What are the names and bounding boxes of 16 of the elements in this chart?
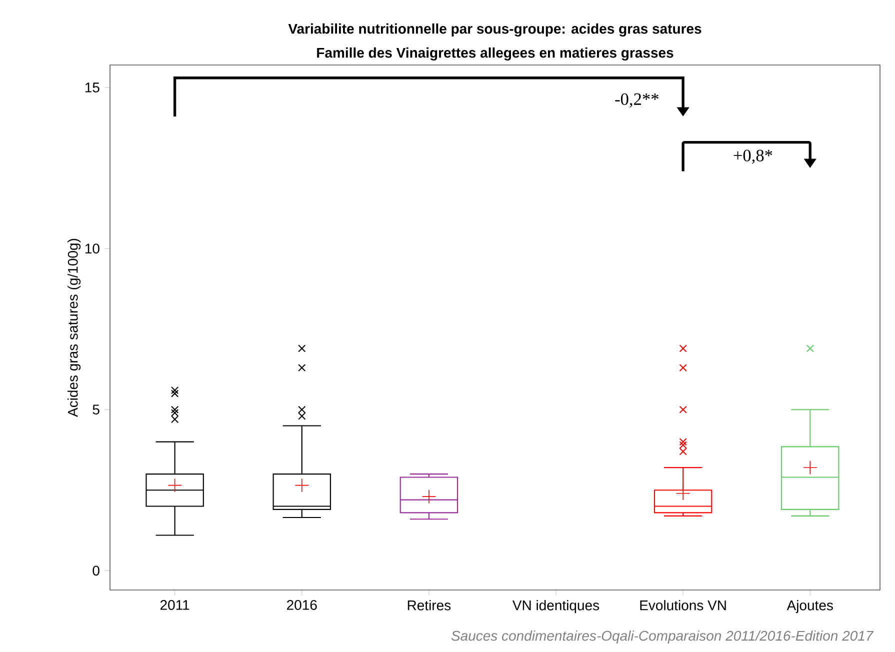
annotation: -0,2** [615, 93, 658, 108]
y-axis-title: Acides gras satures (g/100g) [68, 238, 81, 417]
x-tick-label: 2011 [160, 600, 190, 610]
x-tick-label: Retires [408, 600, 451, 610]
annotation: +0,8* [734, 150, 772, 164]
x-tick-label: Ajoutes [786, 600, 833, 614]
y-tick-label: 5 [92, 404, 100, 415]
text: Sauces condimentaires-Oqali-Comparaison 2011/2016-Edition 2017 [451, 630, 874, 644]
chart-title: Variabilite nutritionnelle par sous-groupe: acides gras satures [288, 23, 702, 37]
x-tick-label: VN identiques [512, 600, 600, 614]
y-tick-label: 0 [92, 566, 100, 576]
x-tick-label: 2016 [287, 600, 317, 610]
y-tick-label: 15 [85, 82, 100, 92]
chart-subtitle: Famille des Vinaigrettes allegees en matieres grasses [317, 47, 674, 61]
y-tick-label: 10 [85, 244, 100, 254]
x-tick-label: Evolutions VN [640, 600, 726, 610]
